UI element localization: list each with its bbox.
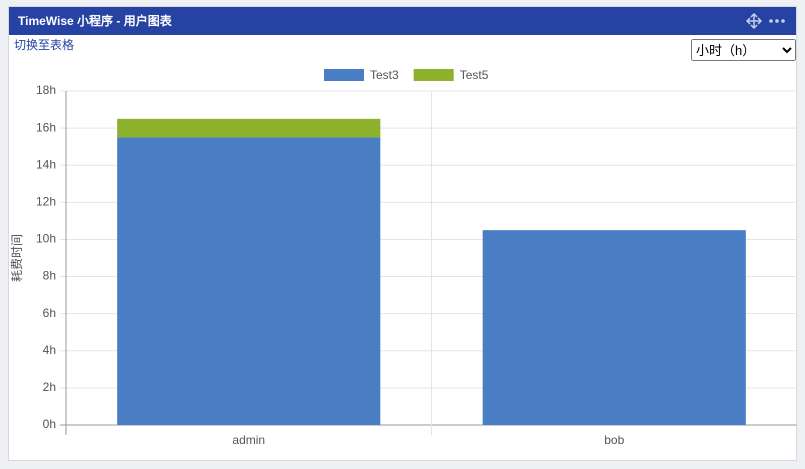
y-tick-label: 2h: [43, 380, 56, 394]
y-tick-label: 8h: [43, 269, 56, 283]
bar-segment: [482, 230, 746, 425]
widget-header: TimeWise 小程序 - 用户图表: [9, 7, 796, 35]
y-tick-label: 14h: [36, 157, 56, 171]
y-tick-label: 0h: [43, 417, 56, 431]
x-tick-label: bob: [604, 433, 624, 447]
y-axis-title: 耗费时间: [10, 234, 24, 282]
bar-segment: [117, 137, 381, 425]
y-tick-label: 4h: [43, 343, 56, 357]
y-tick-label: 18h: [36, 83, 56, 97]
unit-select[interactable]: 小时（h）: [691, 39, 796, 61]
y-tick-label: 12h: [36, 195, 56, 209]
legend-swatch: [324, 69, 364, 81]
legend-swatch: [413, 69, 454, 81]
legend-label: Test5: [460, 68, 489, 82]
y-tick-label: 10h: [36, 232, 56, 246]
y-tick-label: 16h: [36, 120, 56, 134]
widget-title: TimeWise 小程序 - 用户图表: [18, 14, 172, 28]
header-icons[interactable]: [746, 13, 786, 29]
bar-segment: [117, 118, 381, 138]
legend-label: Test3: [370, 68, 399, 82]
y-tick-label: 6h: [43, 306, 56, 320]
switch-to-table-link[interactable]: 切换至表格: [14, 38, 75, 52]
x-tick-label: admin: [232, 433, 265, 447]
